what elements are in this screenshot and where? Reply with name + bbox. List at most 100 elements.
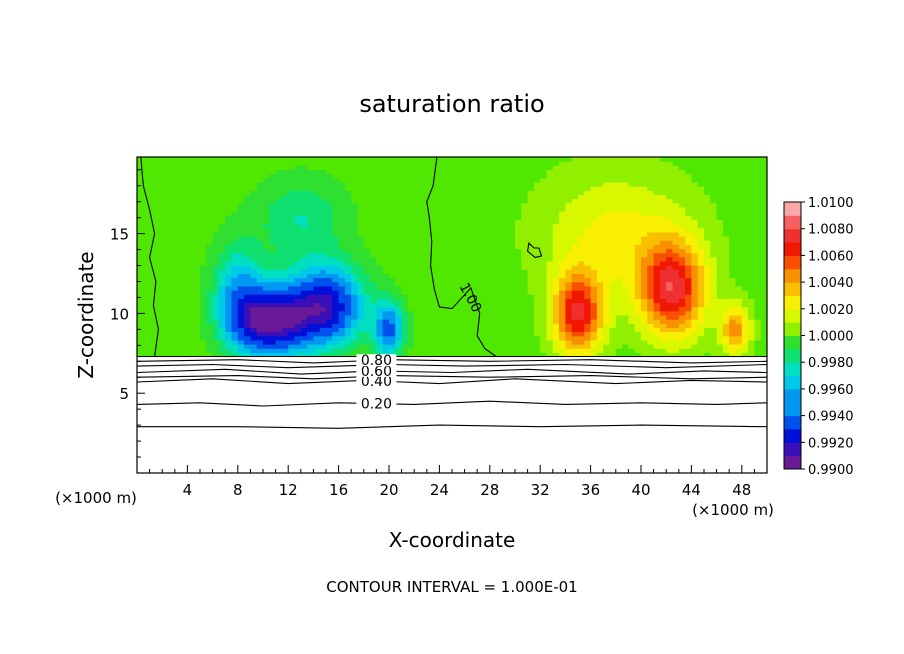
field-cell [313, 269, 321, 274]
field-cell [162, 273, 170, 279]
field-cell [666, 173, 674, 179]
field-cell [200, 273, 207, 279]
field-cell [748, 269, 755, 274]
field-cell [407, 281, 415, 287]
field-cell [489, 306, 497, 312]
field-cell [269, 198, 277, 204]
field-cell [653, 252, 661, 258]
field-cell [521, 285, 529, 291]
field-cell [439, 294, 447, 299]
field-cell [540, 161, 548, 166]
field-cell [269, 202, 277, 208]
field-cell [445, 344, 453, 349]
field-cell [603, 256, 611, 262]
field-cell [647, 165, 655, 171]
field-cell [414, 198, 422, 204]
field-cell [584, 240, 592, 245]
field-cell [590, 248, 598, 254]
field-cell [470, 277, 478, 283]
field-cell [596, 265, 604, 270]
field-cell [225, 319, 233, 324]
field-cell [420, 198, 428, 204]
field-cell [546, 256, 554, 262]
field-cell [678, 269, 686, 274]
field-cell [754, 227, 762, 233]
field-cell [212, 331, 220, 337]
field-cell [319, 206, 327, 212]
field-cell [281, 219, 289, 225]
field-cell [307, 231, 314, 237]
field-cell [760, 240, 767, 245]
field-cell [615, 339, 623, 345]
field-cell [760, 244, 767, 250]
field-cell [609, 314, 617, 320]
field-cell [760, 161, 767, 166]
field-cell [552, 310, 560, 316]
field-cell [313, 248, 321, 254]
field-cell [149, 281, 157, 287]
field-cell [288, 344, 296, 349]
field-cell [704, 240, 711, 245]
field-cell [540, 169, 548, 175]
field-cell [508, 323, 516, 329]
field-cell [464, 169, 472, 175]
field-cell [426, 273, 434, 279]
field-cell [527, 327, 535, 333]
field-cell [672, 190, 680, 196]
field-cell [666, 348, 674, 353]
field-cell [426, 157, 434, 162]
field-cell [237, 294, 245, 299]
field-cell [464, 177, 472, 183]
field-cell [319, 319, 327, 324]
field-cell [464, 202, 472, 208]
field-cell [496, 244, 503, 250]
field-cell [162, 211, 170, 216]
field-cell [571, 323, 579, 329]
field-cell [149, 177, 157, 183]
field-cell [401, 177, 409, 183]
field-cell [187, 235, 195, 241]
field-cell [552, 331, 560, 337]
field-cell [263, 298, 270, 304]
field-cell [326, 165, 333, 171]
field-cell [294, 190, 302, 196]
field-cell [748, 281, 755, 287]
field-cell [218, 227, 226, 233]
field-cell [439, 298, 447, 304]
field-cell [697, 256, 705, 262]
field-cell [281, 223, 289, 229]
field-cell [149, 248, 157, 254]
field-cell [659, 260, 667, 266]
field-cell [552, 177, 560, 183]
field-cell [716, 215, 724, 220]
field-cell [395, 306, 403, 312]
field-cell [741, 298, 749, 304]
field-cell [628, 219, 636, 225]
field-cell [641, 339, 648, 345]
field-cell [464, 161, 472, 166]
field-cell [704, 223, 711, 229]
field-cell [300, 219, 308, 225]
field-cell [666, 331, 674, 337]
field-cell [426, 294, 434, 299]
field-cell [540, 314, 548, 320]
field-cell [483, 298, 491, 304]
field-cell [685, 240, 692, 245]
field-cell [691, 219, 699, 225]
field-cell [313, 277, 321, 283]
field-cell [515, 344, 522, 349]
field-cell [552, 248, 560, 254]
field-cell [445, 202, 453, 208]
field-cell [149, 285, 157, 291]
field-cell [294, 281, 302, 287]
field-cell [338, 260, 346, 266]
field-cell [426, 285, 434, 291]
field-cell [420, 165, 428, 171]
field-cell [439, 215, 447, 220]
field-cell [697, 269, 705, 274]
field-cell [363, 223, 371, 229]
field-cell [760, 323, 767, 329]
field-cell [351, 202, 359, 208]
field-cell [634, 161, 642, 166]
field-cell [628, 235, 636, 241]
